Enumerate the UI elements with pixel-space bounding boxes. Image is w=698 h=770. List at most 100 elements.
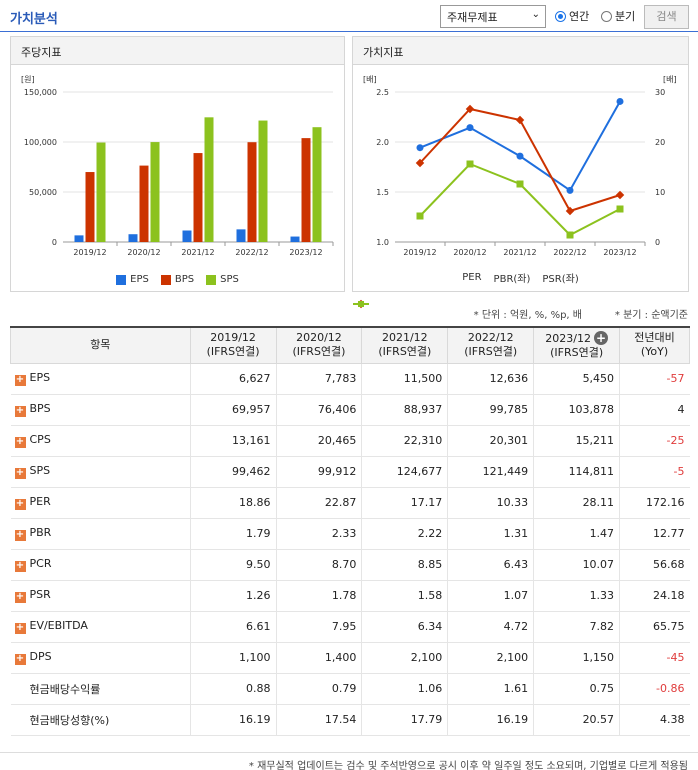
cell-value: 6.61: [189, 611, 277, 643]
point-per: [416, 144, 424, 152]
cell-value: 17.54: [275, 704, 362, 736]
legend-swatch: [206, 274, 217, 285]
bar-chart-legend: EPS BPS SPS: [11, 274, 344, 285]
row-label-text: EPS: [29, 371, 51, 384]
cell-value: 15,211: [533, 425, 620, 457]
cell-value: 69,957: [189, 394, 277, 426]
legend-item[interactable]: PSR(좌): [353, 270, 579, 307]
cell-value: 12,636: [447, 363, 534, 395]
legend-label: PSR(좌): [542, 274, 579, 285]
expand-plus-icon[interactable]: +: [14, 560, 26, 572]
cell-yoy: -45: [619, 642, 690, 674]
legend-label: BPS: [174, 274, 195, 285]
cell-yoy: 65.75: [619, 611, 690, 643]
cell-value: 2.22: [361, 518, 448, 550]
cell-value: 18.86: [189, 487, 277, 519]
header-col-4: 2023/12 + (IFRS연결): [533, 326, 621, 364]
cell-yoy: -0.86: [619, 673, 690, 705]
expand-plus-icon[interactable]: +: [14, 405, 26, 417]
point-per: [616, 97, 624, 105]
expand-plus-icon[interactable]: +: [14, 498, 26, 510]
row-label[interactable]: + EPS: [10, 363, 191, 395]
row-label[interactable]: + EV/EBITDA: [10, 611, 191, 643]
radio-annual[interactable]: 연간: [555, 8, 589, 24]
y-tick-label: 100,000: [24, 138, 57, 147]
row-label[interactable]: + PER: [10, 487, 191, 519]
bar-bps: [247, 142, 257, 242]
legend-item[interactable]: SPS: [206, 274, 239, 285]
expand-plus-icon[interactable]: +: [14, 467, 26, 479]
cell-yoy: -5: [619, 456, 690, 488]
cell-value: 22,310: [361, 425, 448, 457]
legend-label: PBR(좌): [493, 274, 531, 285]
point-pbr: [565, 206, 575, 216]
row-label[interactable]: + CPS: [10, 425, 191, 457]
cell-yoy: 4.38: [619, 704, 690, 736]
cell-yoy: 4: [619, 394, 690, 426]
row-label[interactable]: + BPS: [10, 394, 191, 426]
add-column-icon[interactable]: +: [593, 330, 608, 345]
statement-type-select[interactable]: 주재무제표 ⌄: [440, 5, 546, 28]
expand-plus-icon[interactable]: +: [14, 436, 26, 448]
cell-value: 17.79: [361, 704, 448, 736]
search-button[interactable]: 검색: [644, 5, 689, 29]
point-psr: [466, 160, 474, 168]
row-label[interactable]: + PBR: [10, 518, 191, 550]
y-axis-label-left: [배]: [363, 75, 377, 84]
legend-item[interactable]: PBR(좌): [353, 270, 531, 309]
cell-value: 114,811: [533, 456, 620, 488]
cell-value: 7.82: [533, 611, 620, 643]
legend-label: PER: [462, 272, 482, 283]
x-tick-label: 2023/12: [289, 248, 322, 257]
per-share-title: 주당지표: [11, 37, 344, 65]
table-row: + EV/EBITDA 6.61 7.95 6.34 4.72 7.82 65.75: [10, 611, 690, 643]
legend-item[interactable]: PER: [353, 270, 482, 307]
cell-value: 20.57: [533, 704, 620, 736]
cell-value: 1.26: [189, 580, 277, 612]
cell-value: 28.11: [533, 487, 620, 519]
cell-yoy: 24.18: [619, 580, 690, 612]
expand-plus-icon[interactable]: +: [14, 591, 26, 603]
point-pbr: [515, 115, 525, 125]
expand-plus-icon[interactable]: +: [14, 529, 26, 541]
bar-bps: [139, 165, 149, 242]
cell-yoy: 172.16: [619, 487, 690, 519]
cell-value: 1.31: [447, 518, 534, 550]
row-label[interactable]: + SPS: [10, 456, 191, 488]
bar-eps: [182, 230, 192, 242]
valuation-table: 항목 2019/12 (IFRS연결) 2020/12 (IFRS연결) 2021/…: [10, 326, 690, 736]
y-tick-label-right: 20: [655, 138, 665, 147]
cell-value: 7.95: [275, 611, 362, 643]
expand-plus-icon[interactable]: +: [14, 374, 26, 386]
bar-eps: [74, 235, 84, 242]
bar-eps: [290, 236, 300, 242]
row-label[interactable]: + DPS: [10, 642, 191, 674]
row-label[interactable]: + PSR: [10, 580, 191, 612]
expand-plus-icon[interactable]: +: [14, 622, 26, 634]
row-label[interactable]: + PCR: [10, 549, 191, 581]
row-label-text: PCR: [29, 557, 52, 570]
y-tick-label-right: 0: [655, 238, 660, 247]
header-col-3: 2022/12 (IFRS연결): [447, 326, 535, 364]
y-tick-label-left: 2.5: [376, 88, 389, 97]
point-pbr: [465, 104, 475, 114]
header-yoy: 전년대비 (YoY): [619, 326, 690, 364]
radio-quarter[interactable]: 분기: [601, 8, 635, 24]
x-tick-label: 2021/12: [181, 248, 214, 257]
cell-value: 8.70: [275, 549, 362, 581]
series-line-1: [419, 107, 621, 213]
y-tick-label: 50,000: [29, 188, 57, 197]
per-share-panel: 주당지표 [원] 0 50,000 100,000 150,000 2019/12 2020…: [10, 36, 345, 292]
header-col-1: 2020/12 (IFRS연결): [275, 326, 363, 364]
table-row: + EPS 6,627 7,783 11,500 12,636 5,450 -57: [10, 363, 690, 395]
cell-yoy: 56.68: [619, 549, 690, 581]
expand-plus-icon[interactable]: +: [14, 653, 26, 665]
per-share-bar-chart: [원] 0 50,000 100,000 150,000 2019/12 2020/12 20…: [21, 75, 334, 257]
cell-value: 6,627: [189, 363, 277, 395]
cell-value: 1,100: [189, 642, 277, 674]
cell-value: 0.79: [275, 673, 362, 705]
cell-value: 121,449: [447, 456, 534, 488]
legend-item[interactable]: BPS: [160, 274, 195, 285]
row-label-text: 현금배당수익률: [29, 682, 101, 696]
legend-item[interactable]: EPS: [116, 274, 149, 285]
